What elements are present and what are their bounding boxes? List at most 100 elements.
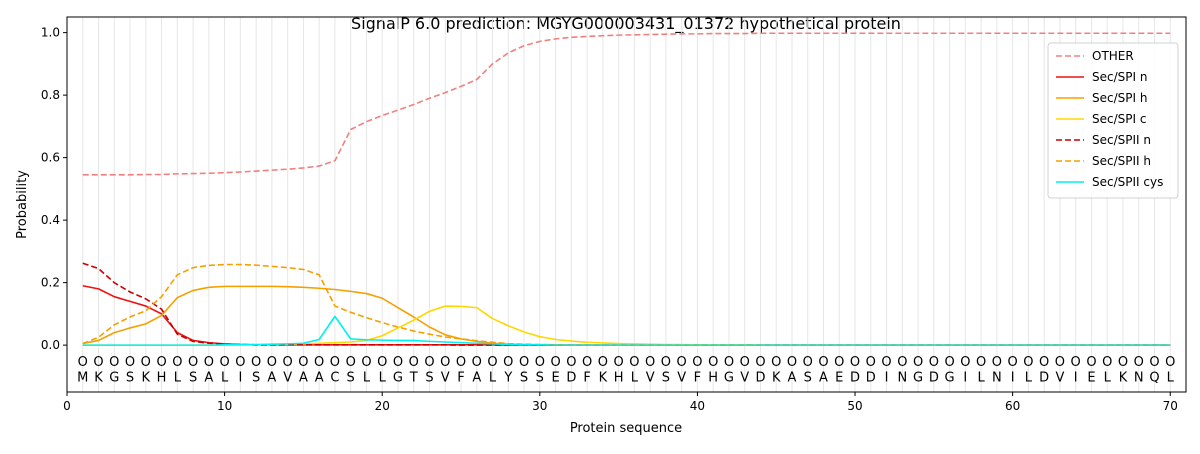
y-tick-label: 1.0 [41, 26, 60, 40]
legend-label: OTHER [1092, 49, 1134, 63]
sequence-residue: F [694, 370, 701, 385]
region-label: O [976, 355, 986, 370]
sequence-residue: K [1119, 370, 1128, 385]
region-label: O [298, 355, 308, 370]
chart-title: SignalP 6.0 prediction: MGYG000003431_01… [351, 14, 901, 34]
region-label: O [156, 355, 166, 370]
x-tick-label: 0 [63, 399, 71, 413]
x-tick-label: 60 [1005, 399, 1020, 413]
sequence-residue: S [804, 370, 812, 385]
region-label: O [866, 355, 876, 370]
sequence-residue: L [1104, 370, 1112, 385]
region-label: O [881, 355, 891, 370]
region-label: O [125, 355, 135, 370]
x-tick-label: 20 [375, 399, 390, 413]
sequence-residue: L [631, 370, 639, 385]
region-label: O [771, 355, 781, 370]
sequence-residue: S [662, 370, 670, 385]
series-line-3 [82, 305, 1171, 346]
series-lines [82, 32, 1171, 346]
region-label: O [1039, 355, 1049, 370]
y-tick-label: 0.8 [41, 88, 60, 102]
region-label: O [346, 355, 356, 370]
x-axis-label: Protein sequence [570, 421, 682, 436]
sequence-residue: H [708, 370, 718, 385]
region-label: O [944, 355, 954, 370]
region-label: O [1134, 355, 1144, 370]
sequence-residue: S [126, 370, 134, 385]
sequence-residue: L [221, 370, 229, 385]
legend-label: Sec/SPI c [1092, 112, 1146, 126]
sequence-residue: T [409, 370, 418, 385]
sequence-residue: K [94, 370, 103, 385]
x-tick-label: 30 [532, 399, 547, 413]
region-label: O [535, 355, 545, 370]
region-label: O [850, 355, 860, 370]
sequence-residue: G [945, 370, 955, 385]
sequence-residue: L [489, 370, 497, 385]
sequence-residue: S [347, 370, 355, 385]
sequence-residue: V [1055, 370, 1064, 385]
legend-label: Sec/SPI h [1092, 91, 1147, 105]
legend: OTHER Sec/SPI n Sec/SPI h Sec/SPI c Sec/SPII… [1047, 42, 1179, 199]
sequence-residue: G [393, 370, 403, 385]
region-label: O [992, 355, 1002, 370]
sequence-residue: L [1167, 370, 1175, 385]
region-label: O [519, 355, 529, 370]
region-label: O [629, 355, 639, 370]
sequence-residue: K [142, 370, 151, 385]
region-label: O [93, 355, 103, 370]
sequence-residue: Y [503, 370, 512, 385]
region-label: O [582, 355, 592, 370]
plot-frame [66, 16, 1187, 393]
sequence-residue: F [583, 370, 590, 385]
region-label: O [677, 355, 687, 370]
sequence-residue: K [599, 370, 608, 385]
region-label: O [614, 355, 624, 370]
region-label: O [314, 355, 324, 370]
region-label: O [929, 355, 939, 370]
region-label: O [109, 355, 119, 370]
x-tick-label: 40 [690, 399, 705, 413]
region-label: O [1023, 355, 1033, 370]
sequence-residue: S [252, 370, 260, 385]
sequence-residue: M [77, 370, 88, 385]
region-label: O [740, 355, 750, 370]
sequence-residue: K [772, 370, 781, 385]
region-label: O [1165, 355, 1175, 370]
sequence-residue: D [929, 370, 939, 385]
series-line-0 [82, 32, 1171, 176]
x-tick-label: 10 [217, 399, 232, 413]
region-label: O [456, 355, 466, 370]
region-label: O [1086, 355, 1096, 370]
region-label: O [550, 355, 560, 370]
sequence-residue: I [963, 370, 967, 385]
series-line-6 [82, 315, 1171, 346]
sequence-residue: N [897, 370, 907, 385]
series-line-5 [82, 263, 1171, 346]
sequence-residue: S [536, 370, 544, 385]
sequence-residue: D [1039, 370, 1049, 385]
y-axis: 0.0 0.2 0.4 0.6 0.8 1.0 [41, 26, 67, 352]
x-tick-label: 50 [847, 399, 862, 413]
sequence-residue: A [819, 370, 828, 385]
y-tick-label: 0.2 [41, 276, 60, 290]
sequence-residue: A [204, 370, 213, 385]
region-label: O [645, 355, 655, 370]
legend-box [1047, 42, 1179, 199]
sequence-residue: S [425, 370, 433, 385]
region-label: O [424, 355, 434, 370]
region-label: O [787, 355, 797, 370]
sequence-residue: V [283, 370, 292, 385]
sequence-residue: H [614, 370, 624, 385]
region-label: O [267, 355, 277, 370]
sequence-residue: G [724, 370, 734, 385]
sequence-residue: L [1025, 370, 1033, 385]
region-label: O [598, 355, 608, 370]
sequence-residue: E [551, 370, 559, 385]
region-label: O [235, 355, 245, 370]
region-label: O [818, 355, 828, 370]
sequence-residue: I [1074, 370, 1078, 385]
region-label: O [692, 355, 702, 370]
